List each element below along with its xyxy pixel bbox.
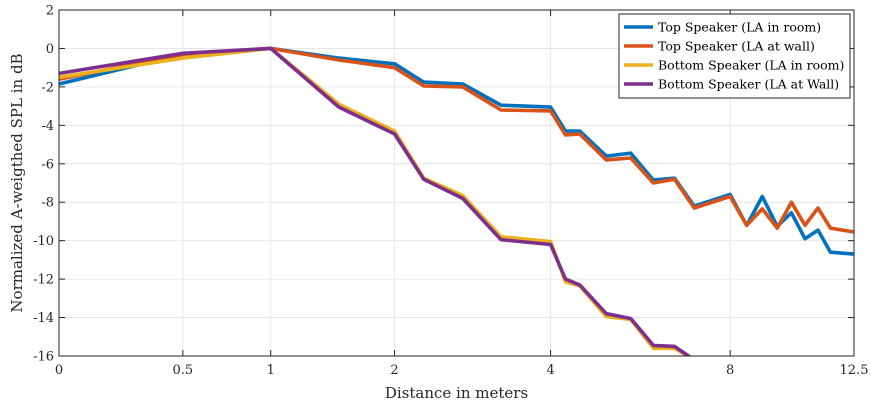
x-tick-label: 2: [390, 363, 398, 378]
x-tick-label: 4: [546, 363, 554, 378]
y-tick-label: -12: [33, 273, 54, 288]
x-tick-label: 1: [267, 363, 275, 378]
y-axis-title: Normalized A-weigthed SPL in dB: [8, 53, 26, 312]
legend-label: Top Speaker (LA at wall): [658, 39, 815, 54]
series-line-3: [59, 46, 692, 356]
y-tick-label: -8: [41, 196, 54, 211]
y-tick-label: -10: [33, 234, 54, 249]
y-tick-label: -2: [41, 80, 54, 95]
series-lines: [59, 46, 854, 356]
plot-frame: [58, 9, 855, 357]
y-tick-label: -16: [33, 350, 54, 365]
y-tick-label: -14: [33, 311, 54, 326]
x-tick-label: 12.5: [840, 363, 869, 378]
x-tick-label: 0: [55, 363, 63, 378]
x-tick-label: 8: [726, 363, 734, 378]
y-tick-label: -4: [41, 119, 54, 134]
y-axis: 2 0 -2 -4 -6 -8 -10 -12 -14 -16: [33, 4, 854, 365]
y-tick-label: -6: [41, 157, 54, 172]
y-tick-label: 0: [46, 42, 54, 57]
series-line-2: [59, 46, 854, 234]
legend-label: Bottom Speaker (LA in room): [658, 58, 844, 73]
legend-box: [618, 13, 851, 99]
x-axis-title: Distance in meters: [385, 384, 528, 402]
legend-label: Bottom Speaker (LA at Wall): [658, 77, 839, 92]
legend: Top Speaker (LA in room) Top Speaker (LA …: [618, 13, 851, 99]
x-axis: 0 0.5 1 2 4 8 12.5: [55, 10, 869, 378]
grid-lines: [59, 10, 854, 356]
legend-label: Top Speaker (LA in room): [658, 20, 821, 35]
series-line-4: [59, 46, 692, 356]
x-tick-label: 0.5: [173, 363, 194, 378]
series-line-1: [59, 46, 854, 256]
y-tick-label: 2: [46, 4, 54, 19]
